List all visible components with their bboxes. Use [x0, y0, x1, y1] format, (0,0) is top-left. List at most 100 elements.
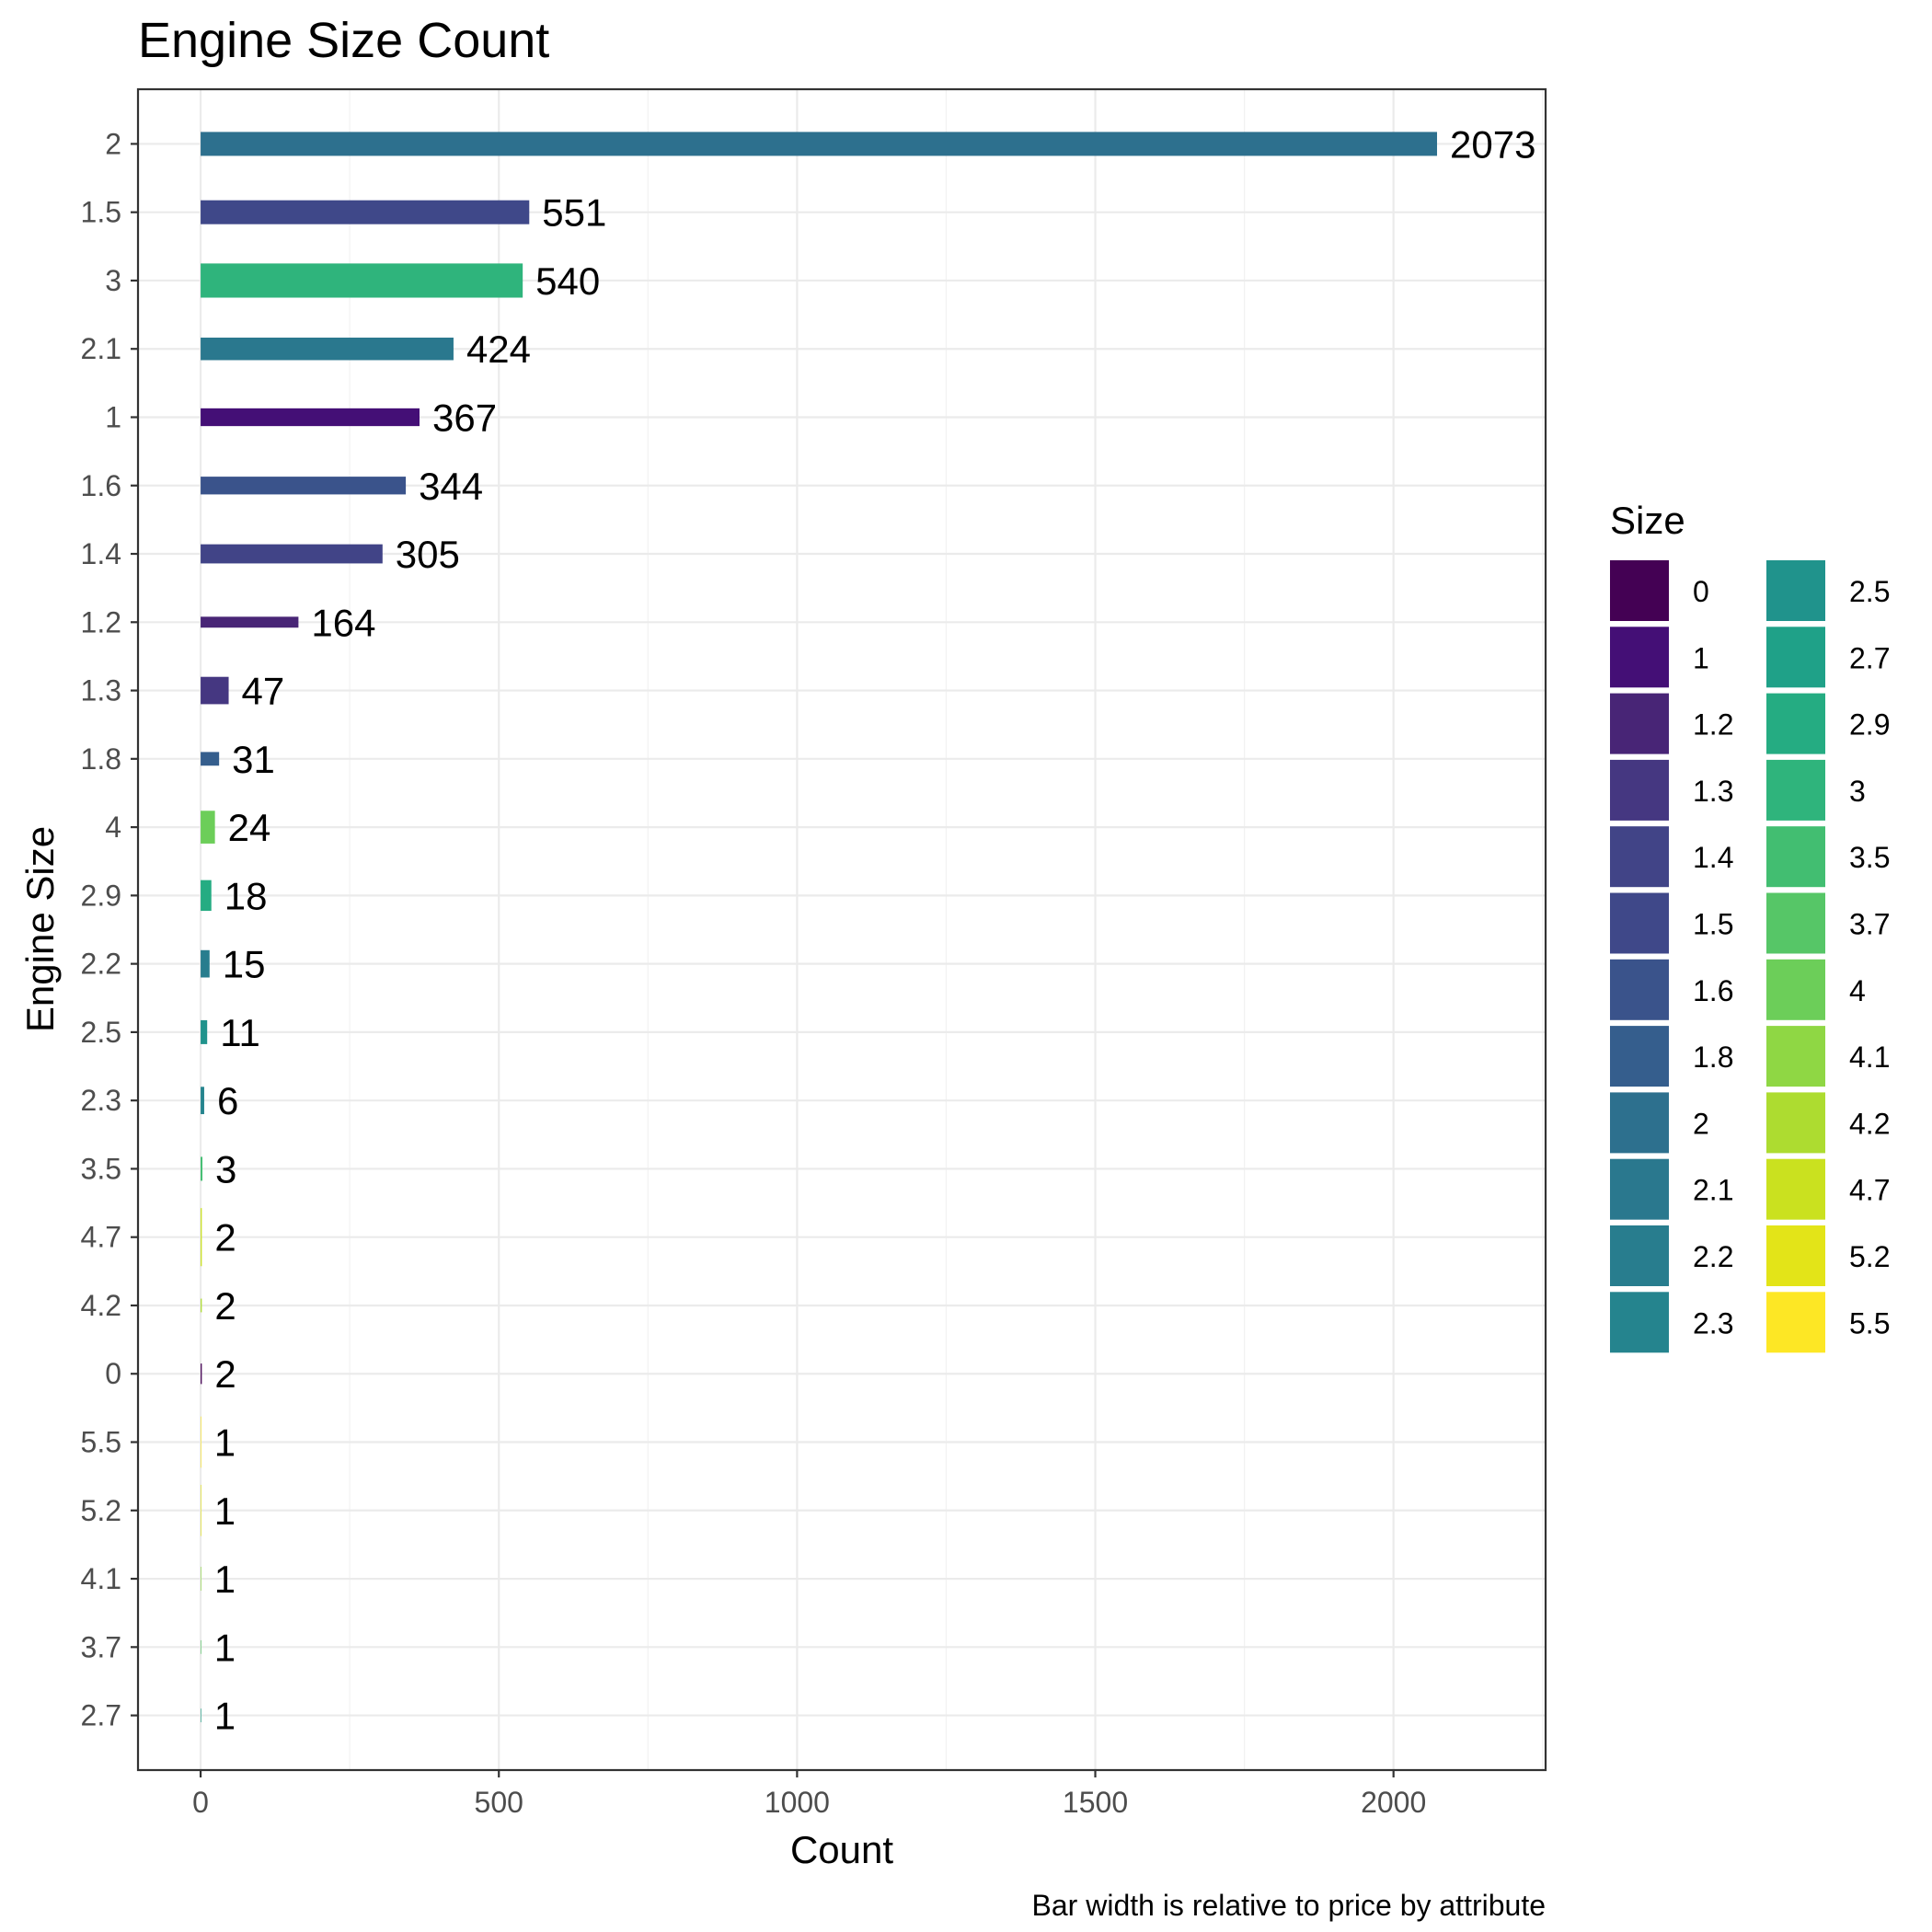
legend-label: 4.7 [1849, 1174, 1890, 1207]
data-label: 2 [214, 1352, 236, 1396]
legend-label: 1.8 [1693, 1041, 1733, 1074]
legend-key [1610, 627, 1669, 688]
legend-key [1610, 759, 1669, 821]
y-tick-label: 1.4 [81, 537, 121, 570]
bar [201, 676, 229, 705]
legend-label: 1 [1693, 641, 1709, 674]
legend: Size 0 1 1.2 1.3 1.4 1.5 1.6 1.8 2 2.1 2.2 2.3 2.5 2.… [1610, 499, 1890, 1353]
legend-key [1766, 1026, 1825, 1087]
legend-key [1766, 1092, 1825, 1154]
plot-panel-border [136, 87, 1547, 1772]
legend-key [1610, 959, 1669, 1020]
y-tick-label: 1.2 [81, 605, 121, 638]
y-tick-label: 1.5 [81, 196, 121, 229]
y-axis-title: Engine Size [18, 826, 62, 1032]
y-tick-label: 1.8 [81, 742, 121, 776]
legend-label: 3.7 [1849, 908, 1890, 941]
y-tick-label: 2.5 [81, 1016, 121, 1049]
legend-label: 2 [1693, 1107, 1709, 1140]
legend-key [1766, 1225, 1825, 1286]
legend-key [1610, 693, 1669, 754]
legend-label: 2.3 [1693, 1306, 1733, 1340]
y-tick-label: 1.6 [81, 469, 121, 502]
legend-key [1766, 693, 1825, 754]
bar [201, 616, 299, 628]
data-label: 3 [215, 1147, 236, 1190]
data-labels: 2073551540424367344305164473124181511632… [214, 122, 1536, 1737]
x-tick-label: 1000 [765, 1786, 830, 1819]
legend-key [1610, 1026, 1669, 1087]
legend-label: 1.6 [1693, 974, 1733, 1007]
data-label: 540 [535, 259, 600, 303]
bar [201, 1019, 208, 1044]
y-tick-label: 3 [105, 264, 121, 297]
legend-label: 2.1 [1693, 1174, 1733, 1207]
legend-key [1766, 892, 1825, 954]
bar [201, 1156, 203, 1181]
legend-key [1766, 1158, 1825, 1220]
legend-label: 3 [1849, 775, 1866, 808]
bar [201, 949, 210, 978]
y-tick-label: 2 [105, 127, 121, 160]
legend-label: 1.2 [1693, 708, 1733, 742]
data-label: 164 [311, 601, 375, 644]
bar [201, 880, 212, 912]
chart-caption: Bar width is relative to price by attrib… [1032, 1889, 1546, 1922]
legend-label: 1.5 [1693, 908, 1733, 941]
data-label: 15 [223, 943, 266, 986]
data-label: 1 [214, 1421, 236, 1465]
y-tick-label: 1.3 [81, 674, 121, 707]
legend-key [1766, 560, 1825, 621]
legend-label: 2.5 [1849, 575, 1890, 608]
data-label: 424 [466, 328, 531, 371]
legend-label: 5.5 [1849, 1306, 1890, 1340]
chart-title: Engine Size Count [138, 13, 549, 68]
data-label: 1 [214, 1626, 236, 1669]
legend-key [1766, 1292, 1825, 1353]
legend-label: 0 [1693, 575, 1709, 608]
legend-label: 5.2 [1849, 1240, 1890, 1273]
bar [201, 544, 383, 564]
y-tick-label: 4.2 [81, 1289, 121, 1322]
data-label: 11 [220, 1011, 260, 1054]
bar [201, 132, 1438, 156]
data-label: 1 [214, 1558, 236, 1601]
legend-label: 4.2 [1849, 1107, 1890, 1140]
y-tick-label: 2.3 [81, 1084, 121, 1117]
legend-key [1610, 1225, 1669, 1286]
data-label: 2073 [1450, 122, 1535, 166]
y-tick-label: 5.5 [81, 1426, 121, 1459]
y-tick-label: 3.7 [81, 1630, 121, 1663]
y-tick-label: 2.7 [81, 1699, 121, 1732]
x-tick-label: 1500 [1063, 1786, 1128, 1819]
legend-key [1610, 1292, 1669, 1353]
bar [201, 1087, 204, 1115]
bar [201, 263, 523, 298]
bar [201, 752, 220, 766]
legend-key [1610, 1158, 1669, 1220]
x-tick-label: 500 [475, 1786, 523, 1819]
legend-label: 1.3 [1693, 775, 1733, 808]
data-label: 551 [542, 191, 606, 235]
x-axis-ticks: 0 500 1000 1500 2000 [192, 1770, 1426, 1819]
y-tick-label: 3.5 [81, 1152, 121, 1185]
legend-title: Size [1610, 499, 1685, 542]
x-axis-title: Count [790, 1828, 893, 1871]
plot-panel [138, 89, 1546, 1770]
x-tick-label: 2000 [1361, 1786, 1426, 1819]
data-label: 6 [217, 1079, 238, 1122]
legend-label: 1.4 [1693, 841, 1733, 874]
y-tick-label: 2.2 [81, 948, 121, 981]
legend-key [1610, 826, 1669, 888]
data-label: 367 [432, 396, 497, 439]
legend-key [1610, 892, 1669, 954]
legend-label: 2.9 [1849, 708, 1890, 742]
legend-label: 2.2 [1693, 1240, 1733, 1273]
data-label: 344 [419, 465, 483, 508]
bar [201, 408, 420, 427]
legend-key [1766, 627, 1825, 688]
bar [201, 811, 215, 844]
data-label: 18 [224, 874, 268, 917]
data-label: 31 [232, 738, 275, 781]
data-label: 2 [214, 1284, 236, 1328]
